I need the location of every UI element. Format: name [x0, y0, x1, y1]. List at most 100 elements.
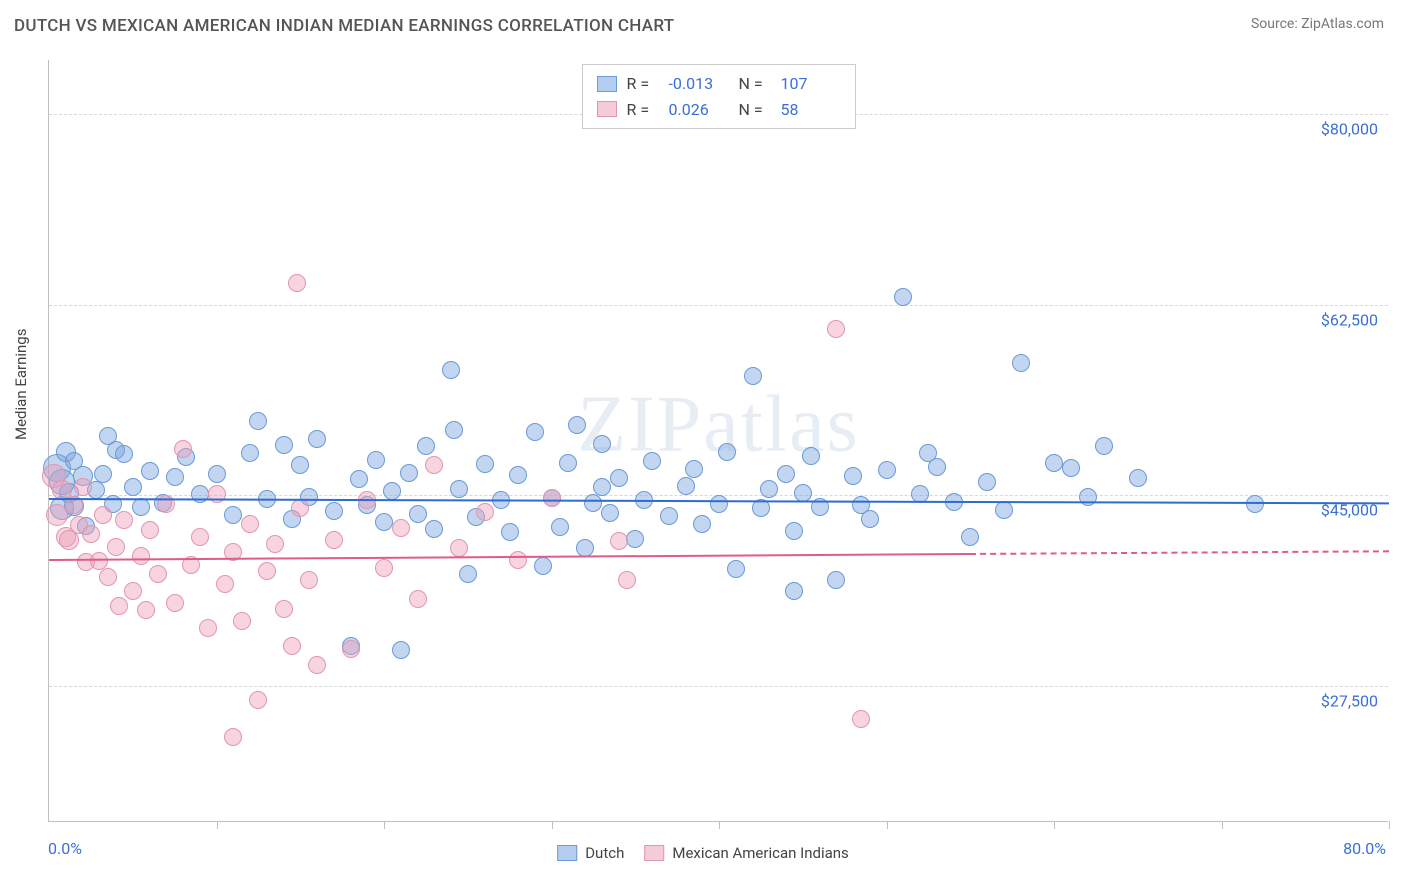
data-point — [249, 691, 267, 709]
legend-r-label: R = — [627, 97, 659, 123]
data-point — [258, 562, 276, 580]
data-point — [325, 502, 343, 520]
data-point — [107, 538, 125, 556]
data-point — [216, 575, 234, 593]
data-point — [610, 469, 628, 487]
data-point — [291, 456, 309, 474]
data-point — [584, 494, 602, 512]
data-point — [802, 447, 820, 465]
legend-r-value: -0.013 — [669, 71, 729, 97]
data-point — [367, 451, 385, 469]
legend-item: Dutch — [557, 844, 624, 862]
data-point — [593, 478, 611, 496]
data-point — [1045, 454, 1063, 472]
data-point — [643, 452, 661, 470]
data-point — [777, 465, 795, 483]
data-point — [660, 507, 678, 525]
series-legend: Dutch Mexican American Indians — [557, 844, 849, 862]
data-point — [115, 511, 133, 529]
legend-label: Mexican American Indians — [672, 844, 848, 862]
data-point — [710, 495, 728, 513]
data-point — [601, 504, 619, 522]
data-point — [115, 445, 133, 463]
legend-n-label: N = — [739, 97, 771, 123]
data-point — [288, 274, 306, 292]
data-point — [593, 435, 611, 453]
data-point — [124, 582, 142, 600]
data-point — [409, 590, 427, 608]
data-point — [191, 528, 209, 546]
data-point — [375, 513, 393, 531]
data-point — [509, 466, 527, 484]
data-point — [476, 503, 494, 521]
data-point — [718, 443, 736, 461]
data-point — [626, 530, 644, 548]
data-point — [509, 551, 527, 569]
legend-n-value: 107 — [781, 71, 841, 97]
legend-swatch — [597, 101, 617, 117]
data-point — [442, 361, 460, 379]
data-point — [559, 454, 577, 472]
legend-swatch — [644, 845, 664, 861]
data-point — [425, 520, 443, 538]
data-point — [342, 640, 360, 658]
data-point — [82, 525, 100, 543]
data-point — [166, 468, 184, 486]
data-point — [576, 539, 594, 557]
legend-r-value: 0.026 — [669, 97, 729, 123]
data-point — [241, 444, 259, 462]
data-point — [760, 480, 778, 498]
legend-row: R = 0.026 N = 58 — [597, 97, 841, 123]
data-point — [961, 528, 979, 546]
data-point — [417, 437, 435, 455]
data-point — [174, 440, 192, 458]
data-point — [459, 565, 477, 583]
data-point — [291, 499, 309, 517]
data-point — [383, 482, 401, 500]
x-tick — [1054, 821, 1055, 829]
y-tick-label: $62,500 — [1321, 310, 1378, 329]
data-point — [308, 430, 326, 448]
chart-plot-area: ZIPatlas R =-0.013N =107R =0.026N =58 $2… — [48, 60, 1388, 822]
data-point — [224, 506, 242, 524]
data-point — [610, 532, 628, 550]
x-tick — [384, 821, 385, 829]
x-tick — [719, 821, 720, 829]
y-tick-label: $80,000 — [1321, 120, 1378, 139]
legend-item: Mexican American Indians — [644, 844, 848, 862]
data-point — [94, 506, 112, 524]
data-point — [685, 460, 703, 478]
data-point — [1246, 495, 1264, 513]
legend-r-label: R = — [627, 71, 659, 97]
x-tick — [217, 821, 218, 829]
data-point — [450, 480, 468, 498]
legend-row: R = -0.013 N = 107 — [597, 71, 841, 97]
data-point — [149, 565, 167, 583]
data-point — [224, 728, 242, 746]
legend-swatch — [597, 76, 617, 92]
data-point — [995, 501, 1013, 519]
x-tick — [1222, 821, 1223, 829]
data-point — [827, 571, 845, 589]
data-point — [300, 571, 318, 589]
data-point — [392, 519, 410, 537]
data-point — [392, 641, 410, 659]
x-axis-min-label: 0.0% — [48, 839, 82, 858]
data-point — [99, 568, 117, 586]
data-point — [409, 505, 427, 523]
data-point — [241, 515, 259, 533]
legend-n-value: 58 — [781, 97, 841, 123]
data-point — [400, 464, 418, 482]
data-point — [785, 582, 803, 600]
data-point — [844, 467, 862, 485]
data-point — [208, 485, 226, 503]
data-point — [618, 571, 636, 589]
legend-n-label: N = — [739, 71, 771, 97]
data-point — [208, 465, 226, 483]
data-point — [827, 320, 845, 338]
data-point — [94, 465, 112, 483]
data-point — [894, 288, 912, 306]
data-point — [308, 656, 326, 674]
y-axis-title: Median Earnings — [12, 329, 30, 440]
data-point — [199, 619, 217, 637]
